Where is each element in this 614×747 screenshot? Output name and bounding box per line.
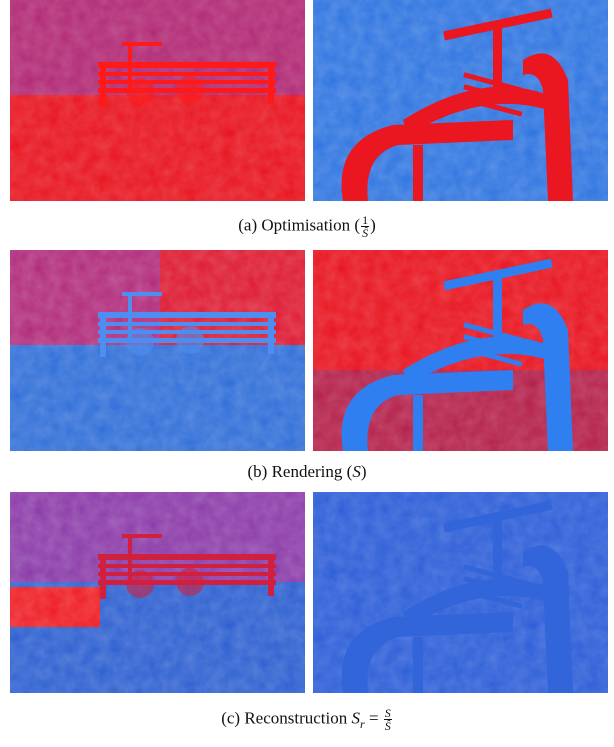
caption-text: = xyxy=(365,708,383,727)
symbol: S xyxy=(352,708,361,727)
caption-b: (b) Rendering (S) xyxy=(0,462,614,482)
caption-text: (a) Optimisation ( xyxy=(238,215,360,234)
image-a-left xyxy=(10,0,305,201)
image-c-right xyxy=(313,492,608,693)
image-a-right xyxy=(313,0,608,201)
caption-text: ) xyxy=(361,462,367,481)
image-b-right xyxy=(313,250,608,451)
denominator: Ŝ xyxy=(385,719,391,733)
caption-text: (c) Reconstruction xyxy=(221,708,351,727)
symbol: S xyxy=(352,462,361,481)
page: {"captions": [ {"prefix": "(a) Optimisat… xyxy=(0,0,614,747)
denominator: Ŝ xyxy=(362,226,368,240)
image-b-left xyxy=(10,250,305,451)
image-c-left xyxy=(10,492,305,693)
caption-text: (b) Rendering ( xyxy=(248,462,353,481)
caption-text: ) xyxy=(370,215,376,234)
